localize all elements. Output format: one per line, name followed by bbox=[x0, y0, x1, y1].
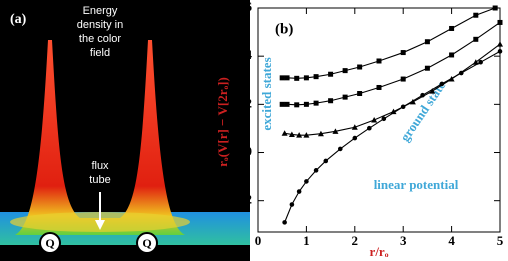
y-tick-label: 4 bbox=[246, 47, 253, 62]
point bbox=[390, 108, 397, 115]
arrow-head bbox=[95, 220, 105, 230]
point bbox=[400, 76, 406, 82]
point bbox=[294, 75, 300, 81]
point bbox=[304, 179, 309, 184]
point bbox=[424, 65, 430, 71]
panel-a: (a) Energy density in the color field fl… bbox=[0, 0, 250, 261]
point bbox=[352, 135, 358, 141]
point bbox=[497, 19, 503, 25]
point bbox=[478, 59, 483, 65]
point bbox=[342, 94, 348, 100]
point bbox=[342, 68, 348, 74]
panel-label: (a) bbox=[10, 12, 27, 27]
annotation: linear potential bbox=[374, 177, 459, 192]
point bbox=[289, 202, 295, 207]
point bbox=[449, 25, 455, 31]
point bbox=[279, 101, 285, 107]
x-tick-label: 4 bbox=[448, 233, 455, 248]
point bbox=[473, 12, 479, 18]
point bbox=[371, 117, 378, 123]
flux-label: flux bbox=[91, 160, 109, 172]
point bbox=[497, 41, 503, 47]
charge-label: Q bbox=[142, 236, 151, 250]
point bbox=[313, 100, 319, 106]
point bbox=[279, 75, 285, 81]
point bbox=[284, 75, 290, 81]
x-axis-label: r/rₒ bbox=[370, 244, 389, 259]
y-tick-label: -2 bbox=[241, 192, 252, 207]
y-tick-label: 6 bbox=[246, 0, 253, 14]
caption-line: the color bbox=[79, 33, 122, 45]
point bbox=[439, 81, 445, 87]
energy-peaks bbox=[15, 40, 185, 235]
x-tick-label: 2 bbox=[352, 233, 359, 248]
point bbox=[303, 101, 309, 107]
series-line bbox=[282, 21, 500, 106]
charge-marker bbox=[39, 232, 61, 254]
point bbox=[497, 49, 503, 54]
point bbox=[284, 101, 290, 107]
point bbox=[449, 52, 455, 58]
plot-frame bbox=[257, 7, 501, 233]
point bbox=[376, 58, 382, 64]
point bbox=[429, 88, 436, 94]
point bbox=[296, 132, 303, 138]
point bbox=[381, 116, 387, 122]
point bbox=[472, 59, 479, 65]
flux-label: tube bbox=[89, 174, 110, 186]
point bbox=[281, 130, 288, 136]
x-tick-label: 0 bbox=[255, 233, 262, 248]
point bbox=[400, 104, 406, 110]
point bbox=[376, 84, 382, 90]
point bbox=[400, 50, 406, 56]
point bbox=[473, 36, 479, 42]
point bbox=[357, 91, 363, 97]
point bbox=[323, 158, 329, 164]
point bbox=[294, 102, 300, 108]
caption-line: Energy bbox=[83, 5, 118, 17]
y-tick-label: 0 bbox=[246, 144, 253, 159]
charge-label: Q bbox=[45, 236, 54, 250]
point bbox=[313, 168, 319, 173]
point bbox=[288, 131, 295, 137]
series-line bbox=[282, 8, 496, 79]
x-tick-label: 3 bbox=[400, 233, 407, 248]
point bbox=[337, 146, 343, 152]
point bbox=[492, 5, 498, 11]
point bbox=[313, 74, 319, 80]
point bbox=[328, 98, 334, 104]
point bbox=[332, 128, 339, 134]
y-tick-label: 2 bbox=[246, 95, 253, 110]
point bbox=[424, 39, 430, 45]
point bbox=[357, 64, 363, 70]
point bbox=[317, 130, 324, 137]
point bbox=[458, 70, 464, 76]
point bbox=[282, 220, 287, 225]
point bbox=[420, 92, 425, 98]
point bbox=[409, 98, 416, 105]
x-tick-label: 5 bbox=[497, 233, 504, 248]
caption-line: density in bbox=[77, 19, 123, 31]
x-tick-label: 1 bbox=[303, 233, 310, 248]
point bbox=[448, 76, 455, 82]
annotation: excited states bbox=[259, 57, 274, 130]
point bbox=[328, 71, 334, 77]
point bbox=[296, 189, 302, 194]
plot: -2 0 2 4 6 0 1 2 3 4 5 bbox=[241, 0, 504, 248]
y-axis-label: rₒ(V[r] − V[2rₒ]) bbox=[215, 77, 230, 167]
point bbox=[303, 132, 310, 138]
annotation: ground state bbox=[397, 78, 448, 144]
point bbox=[367, 125, 372, 131]
caption-line: field bbox=[90, 47, 110, 59]
point bbox=[303, 75, 309, 81]
point bbox=[351, 124, 358, 130]
series-line bbox=[284, 43, 500, 136]
chart-title: (b) bbox=[275, 21, 293, 37]
charge-marker bbox=[136, 232, 158, 254]
